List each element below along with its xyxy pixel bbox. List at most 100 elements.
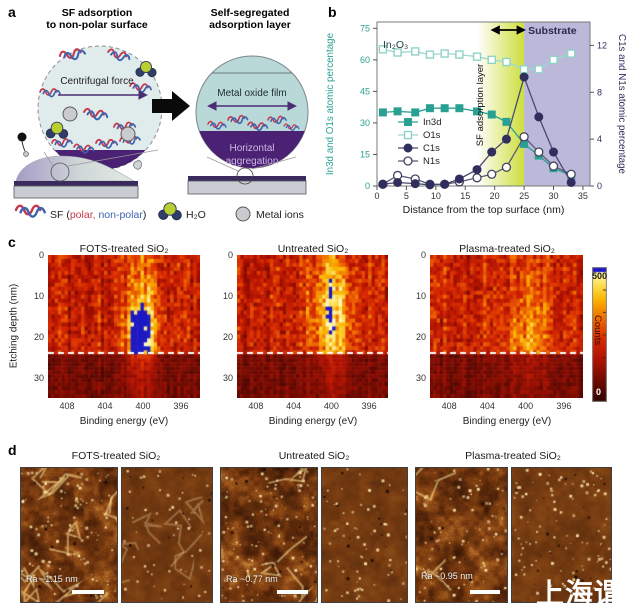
binding-energy-axis-label: Binding energy (eV) (462, 416, 552, 427)
heatmap-y-tick-label: 30 (415, 372, 426, 383)
heatmap-x-tick-label: 400 (518, 401, 534, 411)
x-tick-label: 5 (404, 191, 409, 201)
colorbar-counts-label: Counts (592, 315, 603, 346)
y-right-tick-label: 8 (597, 87, 602, 97)
panel-a-title-right-line1: Self-segregated (211, 7, 290, 19)
heatmap-y-tick-label: 10 (33, 290, 44, 301)
horizontal-aggregation-label-line1: Horizontal (229, 143, 274, 154)
heatmap-title-untreated: Untreated SiO₂ (277, 243, 349, 255)
panel-b: b 0 5 10 15 20 25 30 35 0 15 30 45 60 75 0 4 8 12 In3d O1s C… (320, 0, 628, 230)
heatmap-x-tick-label: 404 (286, 401, 302, 411)
scale-bar (470, 590, 500, 594)
panel-c-label: c (8, 234, 16, 250)
x-tick-label: 25 (519, 191, 529, 201)
afm-title-plasma: Plasma-treated SiO₂ (465, 450, 561, 462)
panel-d-label: d (8, 442, 17, 458)
heatmap-untreated (237, 255, 388, 398)
scale-bar (277, 590, 308, 594)
panel-a-legend: SF (polar, non-polar) H₂O Metal ions (14, 202, 304, 222)
y-left-tick-label: 75 (360, 23, 370, 33)
afm-image-untreated-phase (321, 467, 408, 603)
heatmap-y-tick-label: 0 (227, 250, 233, 260)
heatmap-x-tick-label: 396 (173, 401, 189, 411)
sf-molecule-icon (14, 204, 46, 218)
plot-frame (376, 21, 591, 187)
flat-film-schematic (187, 156, 307, 195)
right-magnifier-circle: Metal oxide film Horizontal aggregation (195, 55, 309, 169)
scale-bar (72, 590, 104, 594)
y-right-axis-title: C1s and N1s atomic percentage (616, 34, 627, 175)
heatmap-y-tick-label: 30 (222, 372, 233, 383)
y-left-tick-label: 60 (360, 55, 370, 65)
panel-a-label: a (8, 4, 16, 20)
series-C1s (378, 72, 576, 190)
x-tick-label: 35 (578, 191, 588, 201)
panel-b-legend: In3d O1s C1s N1s (398, 117, 442, 167)
horizontal-aggregation-label-line2: aggregation (226, 156, 279, 167)
heatmap-x-tick-label: 396 (361, 401, 377, 411)
ra-label-fots: Ra ~1.15 nm (26, 574, 78, 584)
afm-title-fots: FOTS-treated SiO₂ (71, 450, 161, 462)
binding-energy-axis-label: Binding energy (eV) (268, 416, 358, 427)
metal-ions-legend-label: Metal ions (256, 209, 304, 221)
heatmap-fots (48, 255, 200, 398)
transition-arrow-icon (152, 91, 190, 121)
y-right-tick-label: 0 (597, 181, 602, 191)
heatmap-y-tick-label: 10 (415, 290, 426, 301)
sf-adsorption-layer-label: SF adsorption layer (475, 64, 486, 146)
heatmap-y-tick-label: 30 (33, 372, 44, 383)
heatmap-title-fots: FOTS-treated SiO₂ (79, 243, 169, 255)
panel-b-label: b (328, 4, 337, 20)
etching-depth-axis-label: Etching depth (nm) (8, 283, 20, 369)
panel-a-title-left-line2: to non-polar surface (46, 19, 148, 31)
left-magnifier-circle: Centrifugal force (37, 45, 163, 171)
afm-image-untreated-height (220, 467, 318, 603)
sf-legend-nonpolar: non-polar (96, 209, 144, 221)
panel-a: a (0, 0, 320, 230)
afm-image-plasma-phase (511, 467, 612, 603)
heatmap-x-tick-label: 408 (248, 401, 264, 411)
heatmap-x-tick-label: 400 (135, 401, 151, 411)
centrifugal-force-label: Centrifugal force (60, 76, 134, 87)
series-O1s (378, 45, 576, 74)
legend-label-N1s: N1s (423, 156, 440, 167)
water-legend-icon (158, 202, 182, 221)
panel-a-title-left-line1: SF adsorption (62, 7, 133, 19)
water-legend-label: H₂O (186, 209, 206, 221)
legend-label-In3d: In3d (423, 117, 442, 128)
x-tick-label: 20 (490, 191, 500, 201)
y-right-tick-label: 12 (597, 40, 607, 50)
substrate-label: Substrate (528, 25, 577, 37)
ra-label-plasma: Ra ~0.95 nm (421, 571, 473, 581)
heatmap-x-tick-label: 404 (479, 401, 495, 411)
panel-d: d FOTS-treated SiO₂ Untreated SiO₂ Plasm… (0, 430, 628, 609)
heatmap-y-tick-label: 20 (222, 331, 233, 342)
y-left-tick-label: 15 (360, 149, 370, 159)
colorbar-min-label: 0 (596, 387, 602, 397)
colorbar (592, 267, 607, 402)
panel-a-schematic: SF adsorption to non-polar surface Self-… (13, 7, 309, 222)
axis-ticks: 0 5 10 15 20 25 30 35 0 15 30 45 60 75 0 4 8 12 (360, 23, 607, 201)
in2o3-label: In₂O₃ (383, 39, 408, 51)
afm-image-fots-height (20, 467, 118, 603)
watermark-text: 上海谓 (536, 578, 624, 609)
sf-legend-suffix: ) (143, 209, 147, 221)
heatmap-x-tick-label: 404 (97, 401, 113, 411)
ra-label-untreated: Ra ~0.77 nm (226, 574, 278, 584)
heatmap-y-tick-label: 10 (222, 290, 233, 301)
series-N1s (378, 132, 576, 189)
afm-image-plasma-height (415, 467, 508, 603)
panel-a-title-right-line2: adsorption layer (209, 19, 291, 31)
afm-title-untreated: Untreated SiO₂ (278, 450, 350, 462)
sf-legend-label: SF (polar, non-polar) (50, 209, 146, 221)
heatmap-y-tick-label: 20 (415, 331, 426, 342)
metal-ion-icon (120, 126, 136, 142)
panel-c: c FOTS-treated SiO₂ Untreated SiO₂ Plasm… (0, 230, 628, 430)
x-tick-label: 0 (374, 191, 379, 201)
metal-oxide-film-label: Metal oxide film (217, 88, 286, 99)
heatmap-x-tick-label: 400 (323, 401, 339, 411)
colorbar-max-label: 500 (592, 271, 608, 281)
legend-label-C1s: C1s (423, 143, 440, 154)
panel-b-chart: 0 5 10 15 20 25 30 35 0 15 30 45 60 75 0 4 8 12 In3d O1s C1s… (325, 21, 627, 216)
